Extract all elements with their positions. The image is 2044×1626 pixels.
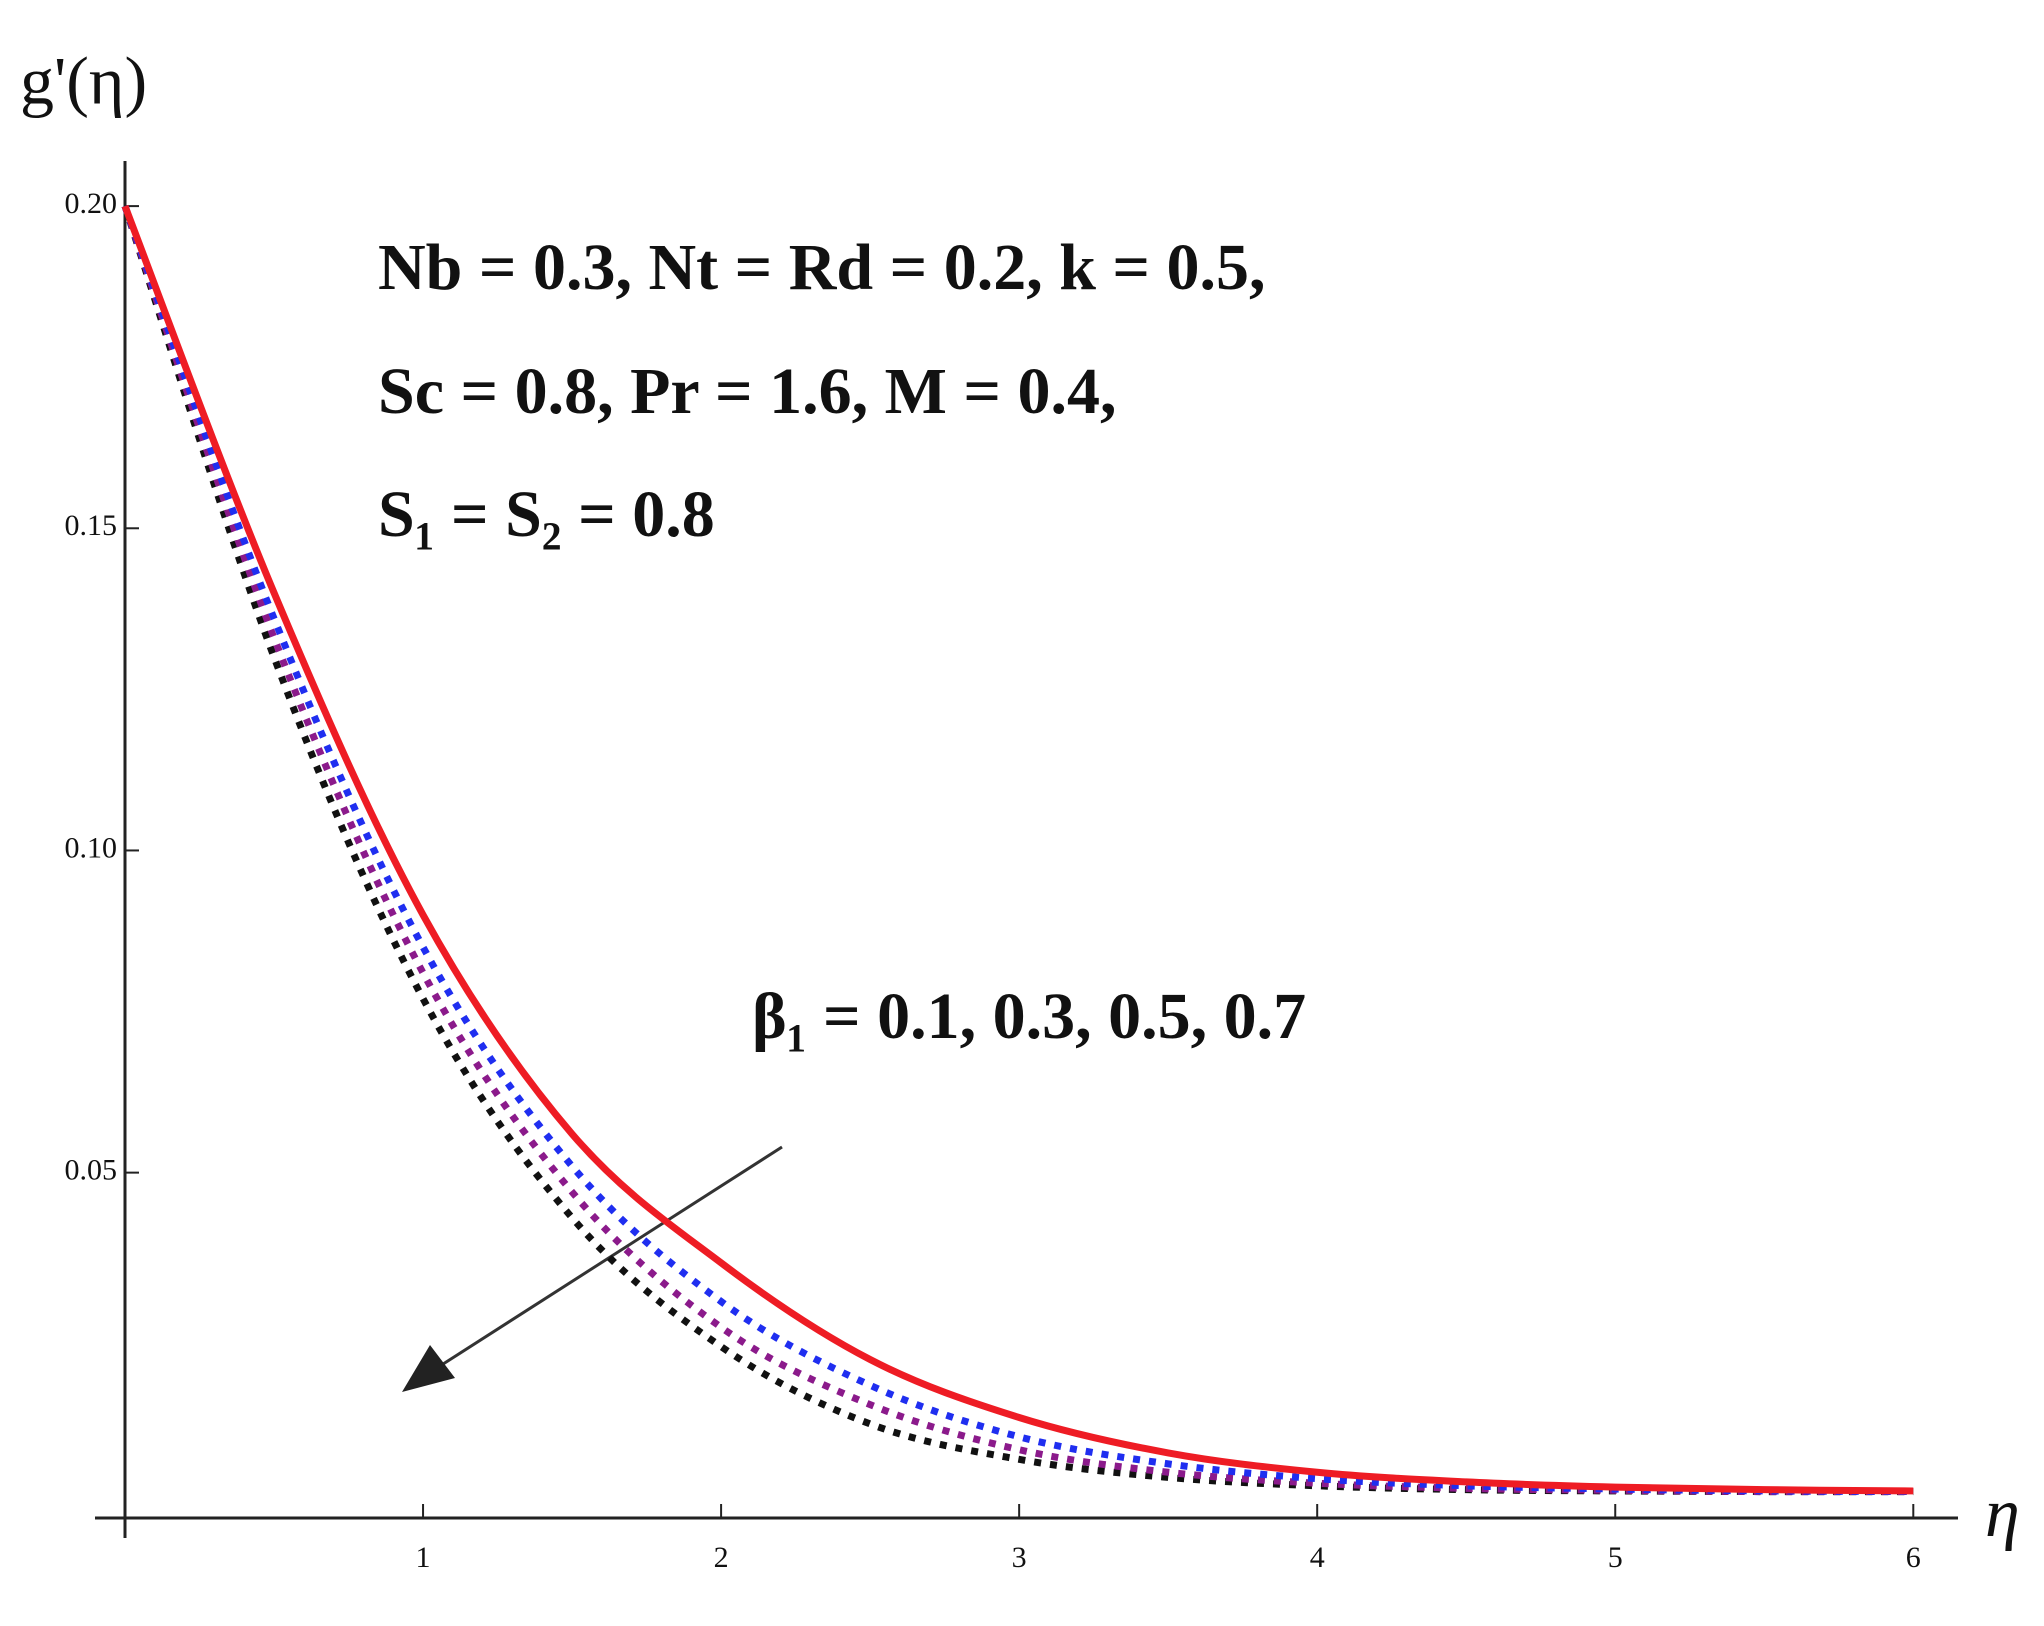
annotation: S₁ = S₂ = 0.8	[378, 478, 715, 551]
x-axis-label: η	[1985, 1475, 2020, 1552]
arrow-head	[402, 1345, 455, 1392]
x-tick-label: 4	[1310, 1541, 1325, 1574]
x-tick-label: 6	[1906, 1541, 1921, 1574]
y-tick-label: 0.10	[65, 831, 118, 864]
annotation: Nb = 0.3, Nt = Rd = 0.2, k = 0.5,	[378, 231, 1266, 304]
annotation: β₁ = 0.1, 0.3, 0.5, 0.7	[752, 980, 1306, 1053]
series-line	[121, 204, 1914, 1495]
y-tick-label: 0.20	[65, 187, 118, 220]
x-tick-label: 5	[1608, 1541, 1623, 1574]
x-tick-label: 2	[714, 1541, 729, 1574]
y-tick-label: 0.05	[65, 1154, 118, 1187]
y-axis-label: g'(η)	[20, 43, 147, 119]
annotation: Sc = 0.8, Pr = 1.6, M = 0.4,	[378, 355, 1117, 428]
x-tick-label: 1	[416, 1541, 431, 1574]
y-tick-label: 0.15	[65, 509, 118, 542]
x-tick-label: 3	[1012, 1541, 1027, 1574]
